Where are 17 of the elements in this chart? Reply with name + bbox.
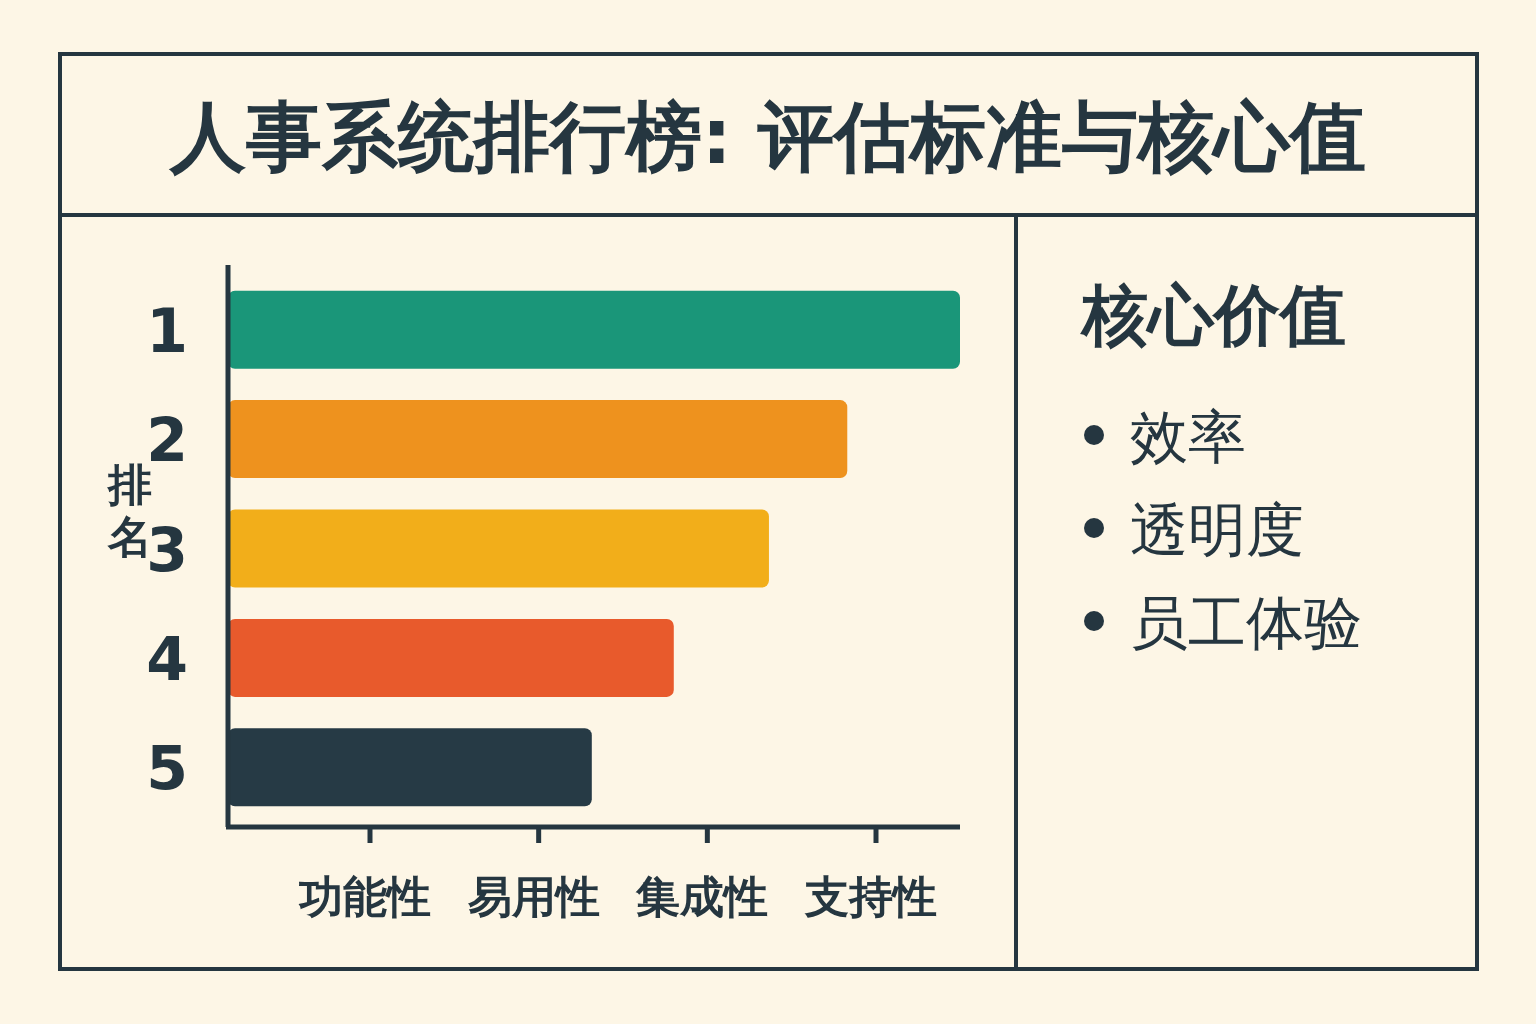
text: 易用性 bbox=[466, 871, 600, 922]
text: 透明度 bbox=[1130, 496, 1304, 564]
text: 功能性 bbox=[298, 871, 431, 922]
bar bbox=[228, 618, 674, 697]
text: 支持性 bbox=[804, 871, 937, 922]
text: 员工体验 bbox=[1130, 589, 1362, 657]
text: 核心价值 bbox=[1080, 277, 1346, 354]
y-tick-label: 5 bbox=[146, 733, 188, 804]
chart-title: 人事系统排行榜: 评估标准与核心值 bbox=[167, 92, 1367, 181]
y-tick-label: 4 bbox=[146, 623, 188, 694]
bar bbox=[228, 290, 960, 369]
bar bbox=[228, 509, 769, 588]
text: 集成性 bbox=[635, 871, 769, 922]
bar bbox=[228, 400, 848, 479]
y-tick-label: 3 bbox=[146, 514, 188, 585]
y-tick-label: 1 bbox=[146, 295, 188, 366]
text: 效率 bbox=[1130, 403, 1246, 471]
